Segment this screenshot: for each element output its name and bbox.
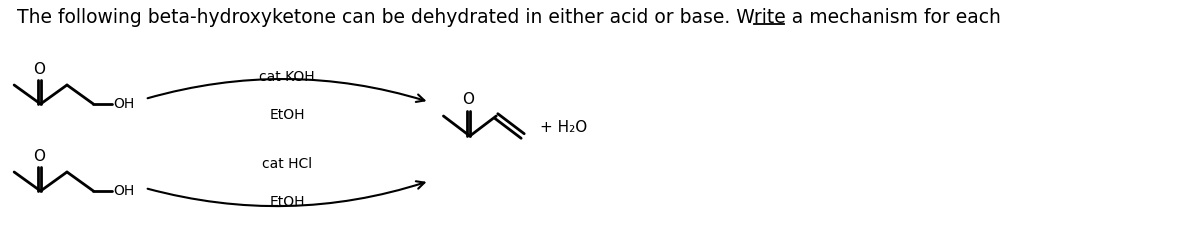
Text: O: O [34,62,46,77]
Text: O: O [462,92,474,108]
Text: OH: OH [113,184,134,198]
Text: EtOH: EtOH [269,195,305,209]
Text: cat HCl: cat HCl [262,157,312,171]
Text: OH: OH [113,97,134,111]
Text: O: O [34,149,46,164]
Text: EtOH: EtOH [269,108,305,122]
Text: + H₂O: + H₂O [540,121,587,136]
Text: The following beta-hydroxyketone can be dehydrated in either acid or base. Write: The following beta-hydroxyketone can be … [17,8,1001,27]
Text: cat KOH: cat KOH [259,70,314,84]
